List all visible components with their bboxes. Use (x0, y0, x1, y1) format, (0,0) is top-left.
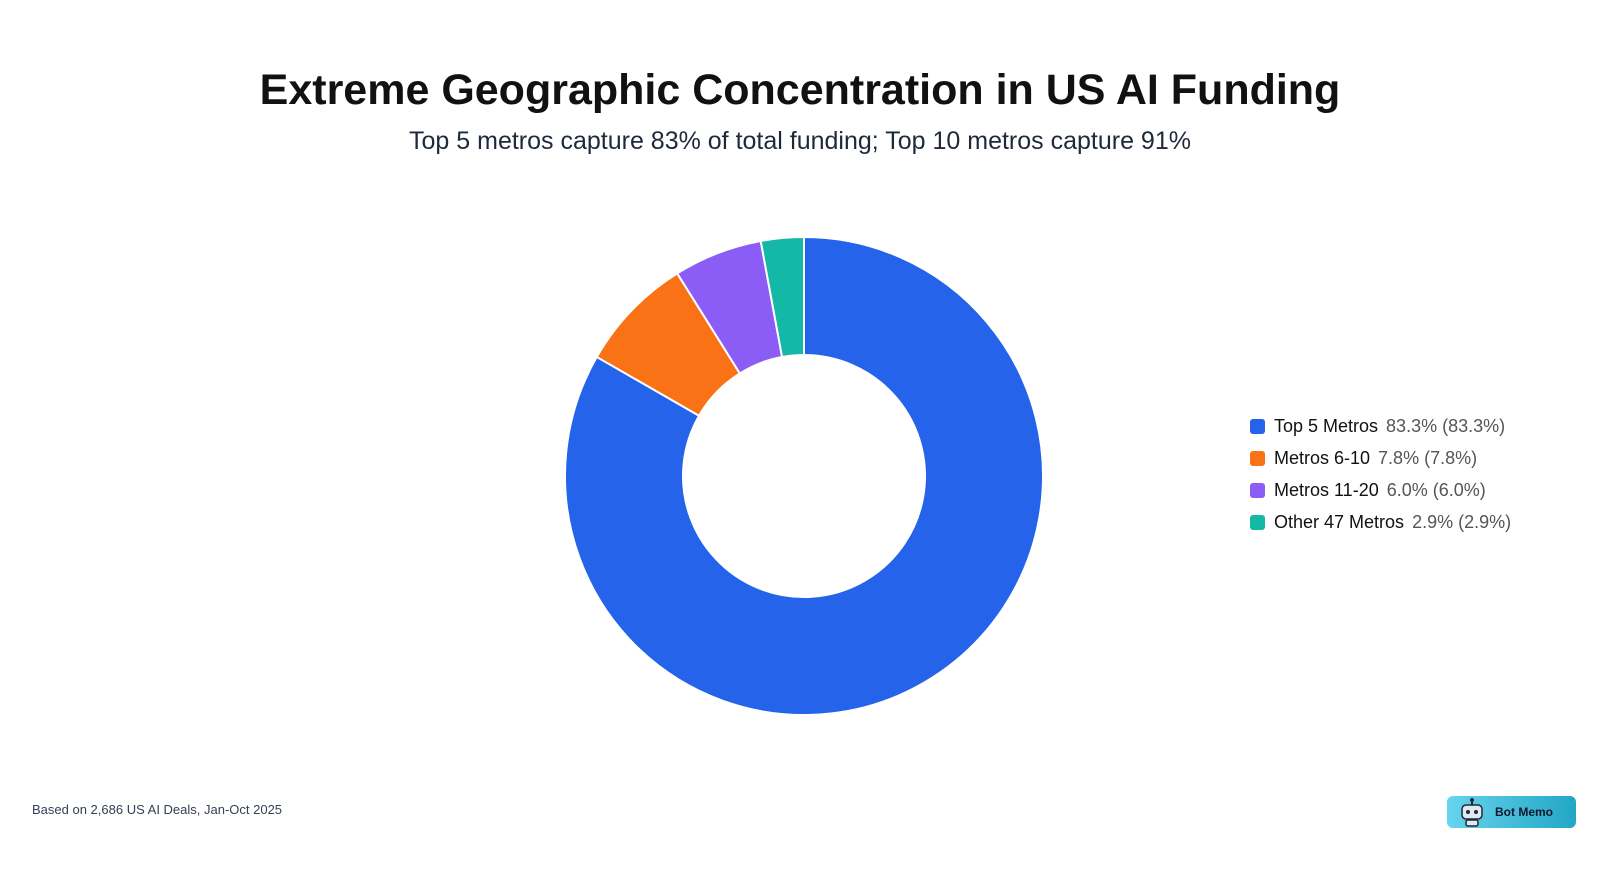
legend-item: Top 5 Metros 83.3% (83.3%) (1250, 410, 1511, 442)
legend-item: Metros 11-20 6.0% (6.0%) (1250, 474, 1511, 506)
legend-value: 6.0% (6.0%) (1386, 479, 1486, 500)
donut-slice (759, 235, 805, 359)
robot-icon (1461, 798, 1483, 827)
legend-item: Metros 6-10 7.8% (7.8%) (1250, 442, 1511, 474)
legend-label: Top 5 Metros (1274, 415, 1379, 436)
legend-label: Other 47 Metros (1274, 511, 1405, 532)
chart-subtitle: Top 5 metros capture 83% of total fundin… (409, 127, 1191, 155)
legend-value: 7.8% (7.8%) (1378, 447, 1478, 468)
legend-swatch (1250, 418, 1265, 434)
legend-label: Metros 11-20 (1274, 479, 1379, 500)
footer-note: Based on 2,686 US AI Deals, Jan-Oct 2025 (32, 802, 283, 817)
legend-swatch (1250, 450, 1265, 466)
legend: Top 5 Metros 83.3% (83.3%) Metros 6-10 7.8%… (1250, 410, 1511, 538)
legend-value: 2.9% (2.9%) (1412, 511, 1512, 532)
chart-title: Extreme Geographic Concentration in US A… (259, 66, 1341, 114)
legend-swatch (1250, 482, 1265, 498)
badge[interactable]: Bot Memo (1447, 796, 1576, 828)
legend-swatch (1250, 514, 1265, 530)
donut-slice (564, 235, 1044, 716)
legend-label: Metros 6-10 (1274, 447, 1371, 468)
legend-item: Other 47 Metros 2.9% (2.9%) (1250, 506, 1511, 538)
legend-value: 83.3% (83.3%) (1386, 415, 1506, 436)
badge-label: Bot Memo (1495, 805, 1553, 819)
